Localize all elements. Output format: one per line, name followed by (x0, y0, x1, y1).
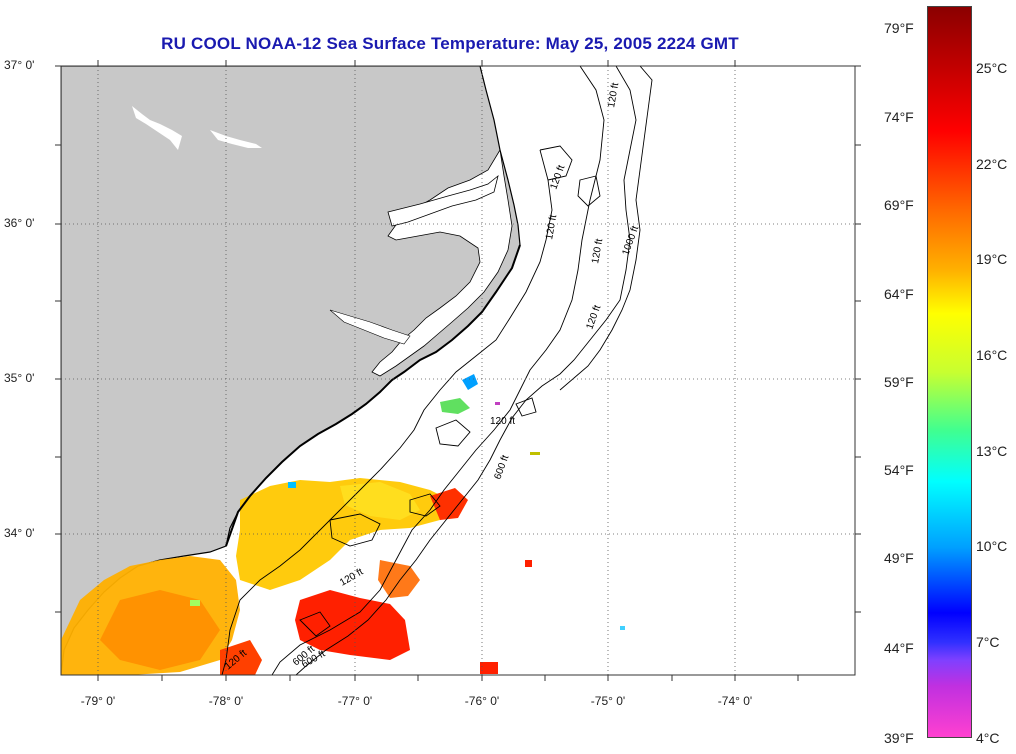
isobaths (221, 66, 653, 675)
isobath-label: 120 ft (490, 416, 515, 427)
colorbar-f-label: 69°F (884, 197, 914, 213)
lon-label: -79° 0' (80, 694, 116, 708)
isobath-label: 120 ft (544, 214, 559, 241)
colorbar-c-label: 10°C (976, 538, 1008, 554)
colorbar-f-label: 49°F (884, 550, 914, 566)
map-border (60, 65, 856, 676)
colorbar-f-label: 74°F (884, 109, 914, 125)
graticule (61, 66, 855, 675)
lon-label: -77° 0' (337, 694, 373, 708)
lon-label: -75° 0' (590, 694, 626, 708)
lat-label: 36° 0' (4, 216, 35, 230)
lon-label: -78° 0' (208, 694, 244, 708)
colorbar-c-label: 25°C (976, 60, 1008, 76)
colorbar-c-label: 16°C (976, 347, 1008, 363)
map-title: RU COOL NOAA-12 Sea Surface Temperature:… (161, 34, 739, 53)
colorbar (927, 6, 972, 738)
colorbar-c-label: 19°C (976, 251, 1008, 267)
colorbar-c-label: 7°C (976, 634, 1000, 650)
isobath-label: 120 ft (606, 82, 621, 109)
sst-patches (61, 374, 625, 675)
colorbar-f-label: 54°F (884, 462, 914, 478)
colorbar-c-label: 4°C (976, 730, 1000, 746)
lat-label: 35° 0' (4, 371, 35, 385)
coastline (225, 244, 521, 547)
sst-map: 120 ft 120 ft 120 ft 120 ft 120 ft 600 f… (55, 60, 861, 681)
albemarle-sound (387, 174, 499, 227)
lon-label: -76° 0' (464, 694, 500, 708)
colorbar-f-label: 59°F (884, 374, 914, 390)
colorbar-c-label: 22°C (976, 156, 1008, 172)
lat-label: 34° 0' (4, 526, 35, 540)
axis-ticks (55, 60, 861, 681)
lat-label: 37° 0' (4, 58, 35, 72)
river-inlet-2 (210, 130, 262, 148)
river-inlet (132, 106, 182, 150)
colorbar-f-label: 64°F (884, 286, 914, 302)
isobath-label: 120 ft (590, 238, 605, 265)
colorbar-c-label: 13°C (976, 443, 1008, 459)
colorbar-f-label: 44°F (884, 640, 914, 656)
colorbar-f-label: 79°F (884, 20, 914, 36)
lon-label: -74° 0' (717, 694, 753, 708)
neuse-river (329, 309, 411, 345)
colorbar-f-label: 39°F (884, 730, 914, 746)
